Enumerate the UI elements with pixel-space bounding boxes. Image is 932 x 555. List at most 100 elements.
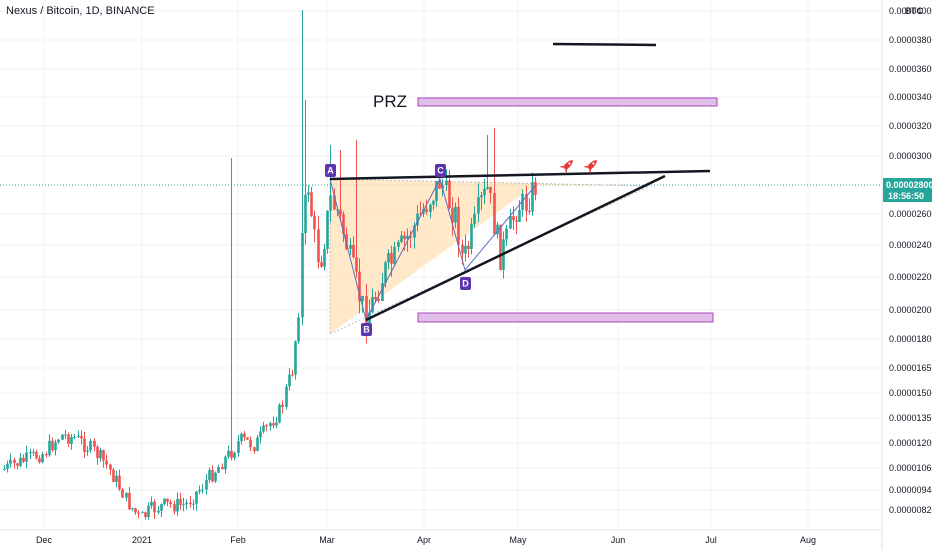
candle-body [445, 180, 448, 185]
candle-body [134, 508, 137, 513]
candle-body [233, 452, 236, 458]
candle-body [525, 193, 528, 211]
candle-body [304, 194, 307, 234]
candle-body [224, 456, 227, 470]
candle-body [355, 257, 358, 272]
candle-body [54, 442, 57, 451]
price-tick-label: 0.00002600 [889, 209, 932, 219]
candle-body [246, 437, 249, 440]
candle-body [435, 181, 438, 201]
candle-body [515, 220, 518, 222]
pattern-point-badge[interactable] [361, 323, 372, 336]
lower-trendline[interactable] [365, 174, 666, 322]
candle-body [461, 244, 464, 254]
candle-body [496, 224, 499, 235]
candle-body [464, 245, 467, 254]
candle-body [211, 470, 214, 482]
candle-body [409, 235, 412, 238]
time-axis[interactable]: Dec 2021 Feb Mar Apr May Jun Jul Aug [0, 529, 882, 545]
candle-body [493, 193, 496, 235]
price-tick-label: 0.00003000 [889, 151, 932, 161]
candle-body [454, 206, 457, 223]
candle-body [275, 422, 278, 426]
candle-body [256, 437, 259, 452]
candle-body [489, 186, 492, 194]
price-axis[interactable]: 0.00004000 0.00003800 0.00003600 0.00003400… [881, 0, 932, 550]
candle-body [512, 216, 515, 221]
candle-body [265, 425, 268, 427]
candle-body [83, 438, 86, 452]
candle-body [528, 210, 531, 212]
candle-body [121, 489, 124, 498]
candle-body [285, 386, 288, 407]
candle-body [313, 215, 316, 230]
chart-title: Nexus / Bitcoin, 1D, BINANCE [6, 5, 155, 17]
time-tick-label: 2021 [132, 535, 152, 545]
candle-body [387, 253, 390, 263]
candle-body [272, 423, 275, 426]
pattern-edge [329, 178, 651, 187]
candle-body [214, 472, 217, 482]
time-tick-label: May [509, 535, 527, 545]
candle-body [77, 435, 80, 438]
harmonic-pattern-line[interactable] [329, 177, 536, 322]
candle-body [48, 440, 51, 456]
candle-body [457, 206, 460, 245]
candle-body [400, 235, 403, 242]
candle-body [413, 225, 416, 238]
price-tick-label: 0.00001200 [889, 438, 932, 448]
candle-body [448, 180, 451, 209]
candle-body [176, 498, 179, 512]
price-tick-label: 0.00001350 [889, 413, 932, 423]
candle-body [189, 502, 192, 504]
candle-body [230, 450, 233, 458]
candle-body [397, 241, 400, 247]
grid [0, 0, 882, 530]
candle-body [381, 282, 384, 301]
candle-body [358, 271, 361, 302]
price-tick-label: 0.00002000 [889, 305, 932, 315]
annotations-background [0, 97, 882, 335]
candle-body [349, 245, 352, 249]
rocket-icon [583, 160, 597, 174]
candle-body [118, 475, 121, 490]
candle-body [64, 434, 67, 436]
candle-body [51, 440, 54, 451]
candle-body [109, 464, 112, 470]
price-tick-label: 0.00004000 [889, 6, 932, 16]
candle-body [419, 213, 422, 215]
candle-body [141, 512, 144, 514]
candle-body [339, 209, 342, 215]
candle-body [365, 296, 368, 333]
candle-body [374, 296, 377, 299]
last-price-value: 0.00002800 [886, 180, 932, 190]
candle-body [195, 491, 198, 504]
upper-trendline[interactable] [329, 169, 711, 181]
candle-body [217, 466, 220, 473]
candle-body [112, 469, 115, 482]
candle-body [179, 498, 182, 505]
candle-body [163, 498, 166, 505]
candle-body [317, 229, 320, 263]
candle-body [483, 188, 486, 196]
target-line[interactable] [552, 42, 657, 47]
candle-body [486, 186, 489, 189]
candle-body [470, 224, 473, 249]
candle-body [45, 453, 48, 456]
candle-body [153, 501, 156, 513]
candle-body [115, 475, 118, 482]
candle-body [99, 450, 102, 459]
candle-body [86, 450, 89, 452]
candle-body [509, 216, 512, 229]
candle-body [93, 440, 96, 447]
pattern-point-badge[interactable] [435, 164, 446, 177]
pattern-point-badge[interactable] [325, 164, 336, 177]
prz-zone-lower[interactable] [417, 312, 714, 323]
candle-body [352, 245, 355, 258]
candle-body [6, 463, 9, 469]
candle-body [19, 457, 22, 466]
prz-zone-upper[interactable] [417, 97, 718, 107]
pattern-point-badge[interactable] [460, 277, 471, 290]
